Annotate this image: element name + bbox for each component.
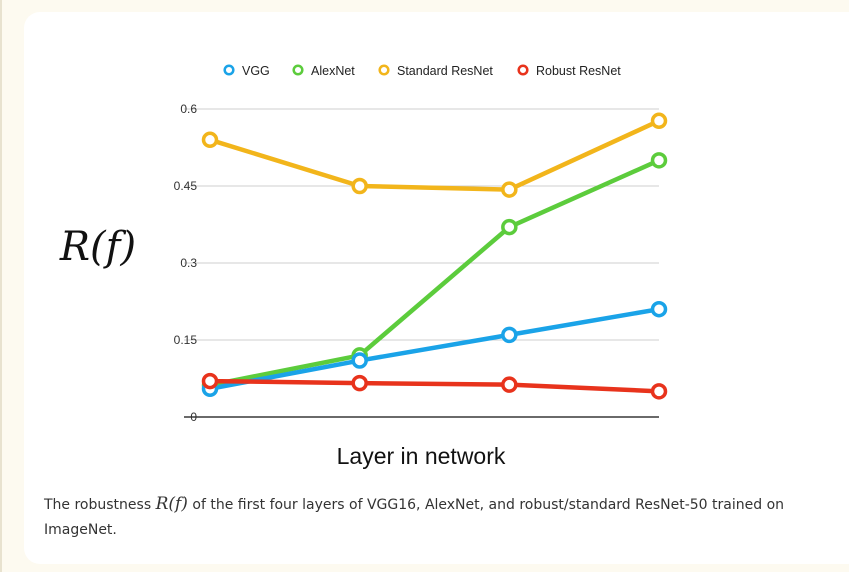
y-tick-label: 0 <box>190 410 197 424</box>
legend: VGG AlexNet Standard ResNet Robust ResNet <box>223 64 621 78</box>
data-point <box>201 131 219 149</box>
line-chart: 0 0.15 0.3 0.45 0.6 VGG AlexNet Standard ResNe… <box>59 64 668 469</box>
figure-caption: The robustness R(f) of the first four la… <box>44 492 804 543</box>
data-point <box>650 112 668 130</box>
series-line <box>207 158 662 388</box>
legend-label: Robust ResNet <box>536 64 621 78</box>
caption-text-start: The robustness <box>44 497 156 513</box>
legend-marker <box>517 64 529 76</box>
y-tick-label: 0.3 <box>180 256 197 270</box>
legend-marker <box>378 64 390 76</box>
data-point <box>650 152 668 169</box>
data-point <box>351 374 368 392</box>
data-point <box>351 177 368 195</box>
legend-label: VGG <box>242 64 270 78</box>
data-point <box>650 300 668 318</box>
caption-text-end: of the first four layers of VGG16, AlexN… <box>44 497 785 538</box>
y-tick-label: 0.15 <box>174 333 198 347</box>
data-point <box>351 352 368 369</box>
x-axis-label: Layer in network <box>337 443 506 469</box>
data-point <box>650 383 668 400</box>
y-tick-label: 0.45 <box>174 179 198 193</box>
series-lines <box>207 118 662 394</box>
y-tick-label: 0.6 <box>180 102 197 116</box>
legend-marker <box>223 64 235 76</box>
series-points <box>201 112 668 400</box>
legend-label: Standard ResNet <box>397 64 493 78</box>
grid-lines <box>184 108 659 418</box>
series-line <box>207 306 662 392</box>
data-point <box>501 218 518 236</box>
page-left-border <box>0 0 2 572</box>
series-line <box>207 118 662 192</box>
data-point <box>501 326 518 344</box>
series-line <box>207 378 662 394</box>
legend-label: AlexNet <box>311 64 355 78</box>
legend-marker <box>292 64 304 76</box>
data-point <box>501 181 518 198</box>
y-tick-labels: 0 0.15 0.3 0.45 0.6 <box>174 102 198 424</box>
data-point <box>501 376 518 393</box>
y-axis-label: R(f) <box>59 224 136 270</box>
caption-math: R(f) <box>155 494 188 514</box>
data-point <box>201 372 219 390</box>
